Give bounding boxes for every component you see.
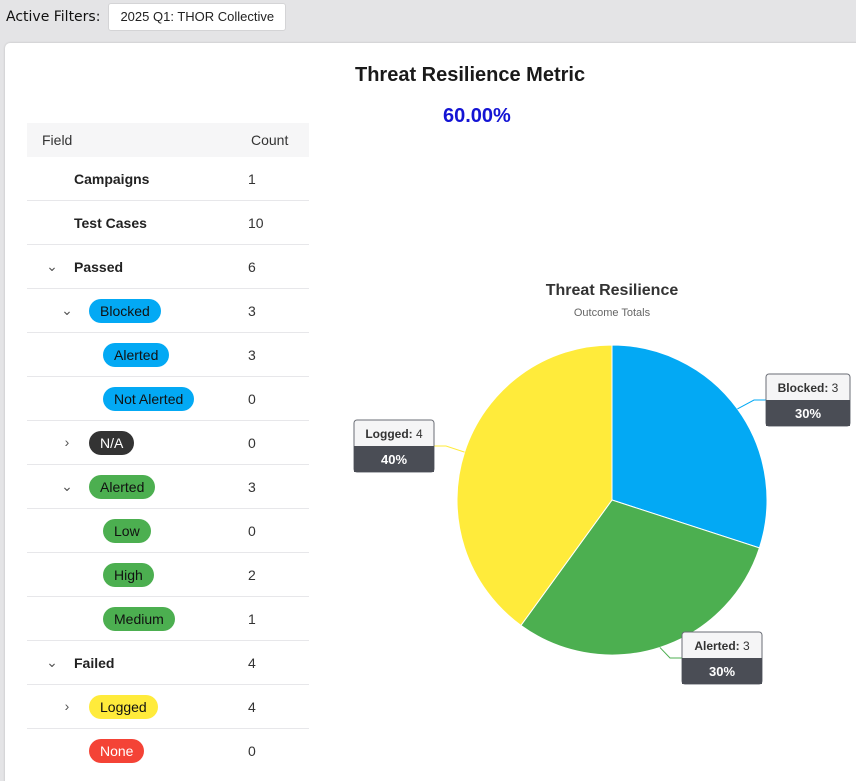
slice-label-text: Blocked: 3 [778, 381, 839, 395]
row-label-campaigns: Campaigns [74, 171, 150, 187]
active-filters-label: Active Filters: [6, 9, 101, 25]
badge-none: None [89, 739, 145, 763]
slice-percent-text: 30% [709, 664, 735, 679]
row-count: 0 [248, 743, 256, 759]
results-table: Field Count Campaigns 1 Test Cases 10 ⌄ … [27, 123, 309, 773]
chart-subtitle: Outcome Totals [574, 307, 651, 319]
slice-label-text: Alerted: 3 [694, 639, 750, 653]
row-count: 0 [248, 435, 256, 451]
pie-slice-blocked[interactable] [611, 344, 768, 549]
table-row: High 2 [27, 553, 309, 597]
table-row: Not Alerted 0 [27, 377, 309, 421]
table-row: ⌄ Failed 4 [27, 641, 309, 685]
badge-medium: Medium [103, 607, 175, 631]
threat-resilience-pie-chart: Threat Resilience Outcome Totals Blocked… [353, 282, 851, 685]
row-count: 3 [248, 479, 256, 495]
row-count: 6 [248, 259, 256, 275]
slice-label-text: Logged: 4 [365, 427, 423, 441]
table-row: ⌄ Blocked 3 [27, 289, 309, 333]
row-label-failed: Failed [74, 655, 115, 671]
row-count: 10 [248, 215, 264, 231]
badge-alerted-green: Alerted [89, 475, 156, 499]
table-row: Low 0 [27, 509, 309, 553]
table-row: ⌄ Passed 6 [27, 245, 309, 289]
row-count: 3 [248, 347, 256, 363]
chevron-down-icon[interactable]: ⌄ [61, 478, 73, 494]
table-row: Alerted 3 [27, 333, 309, 377]
table-row: None 0 [27, 729, 309, 773]
table-row: Test Cases 10 [27, 201, 309, 245]
chevron-down-icon[interactable]: ⌄ [46, 654, 58, 670]
row-label-passed: Passed [74, 259, 124, 275]
badge-low: Low [103, 519, 151, 543]
connector-line-blocked [737, 399, 766, 410]
badge-na: N/A [89, 431, 135, 455]
row-count: 0 [248, 391, 256, 407]
row-count: 4 [248, 655, 256, 671]
chevron-down-icon[interactable]: ⌄ [46, 258, 58, 274]
metric-value: 60.00% [443, 105, 511, 127]
slice-percent-text: 40% [381, 452, 407, 467]
badge-not-alerted: Not Alerted [103, 387, 195, 411]
badge-high: High [103, 563, 154, 587]
row-label-test-cases: Test Cases [74, 215, 147, 231]
badge-logged: Logged [89, 695, 158, 719]
table-row: ⌄ Alerted 3 [27, 465, 309, 509]
row-count: 3 [248, 303, 256, 319]
chart-title: Threat Resilience [546, 282, 679, 299]
column-header-field[interactable]: Field [42, 132, 73, 148]
chevron-right-icon[interactable]: › [64, 434, 70, 450]
pie-slice-alerted[interactable] [520, 499, 761, 656]
row-count: 4 [248, 699, 256, 715]
filter-chip[interactable]: 2025 Q1: THOR Collective [108, 3, 287, 31]
table-row: › N/A 0 [27, 421, 309, 465]
table-row: Medium 1 [27, 597, 309, 641]
row-count: 0 [248, 523, 256, 539]
row-count: 1 [248, 611, 256, 627]
row-count: 1 [248, 171, 256, 187]
chevron-down-icon[interactable]: ⌄ [61, 302, 73, 318]
column-header-count[interactable]: Count [251, 132, 289, 148]
connector-line-logged [434, 445, 465, 453]
data-label-logged: Logged: 4 40% [353, 419, 435, 473]
row-count: 2 [248, 567, 256, 583]
connector-line-alerted [659, 647, 682, 659]
data-label-blocked: Blocked: 3 30% [765, 373, 851, 427]
active-filters-bar: Active Filters: 2025 Q1: THOR Collective [0, 0, 856, 34]
table-row: › Logged 4 [27, 685, 309, 729]
chevron-right-icon[interactable]: › [64, 698, 70, 714]
data-label-alerted: Alerted: 3 30% [681, 631, 763, 685]
badge-alerted: Alerted [103, 343, 170, 367]
table-row: Campaigns 1 [27, 157, 309, 201]
slice-percent-text: 30% [795, 406, 821, 421]
table-header: Field Count [27, 123, 309, 157]
badge-blocked: Blocked [89, 299, 161, 323]
metric-title: Threat Resilience Metric [355, 64, 586, 86]
